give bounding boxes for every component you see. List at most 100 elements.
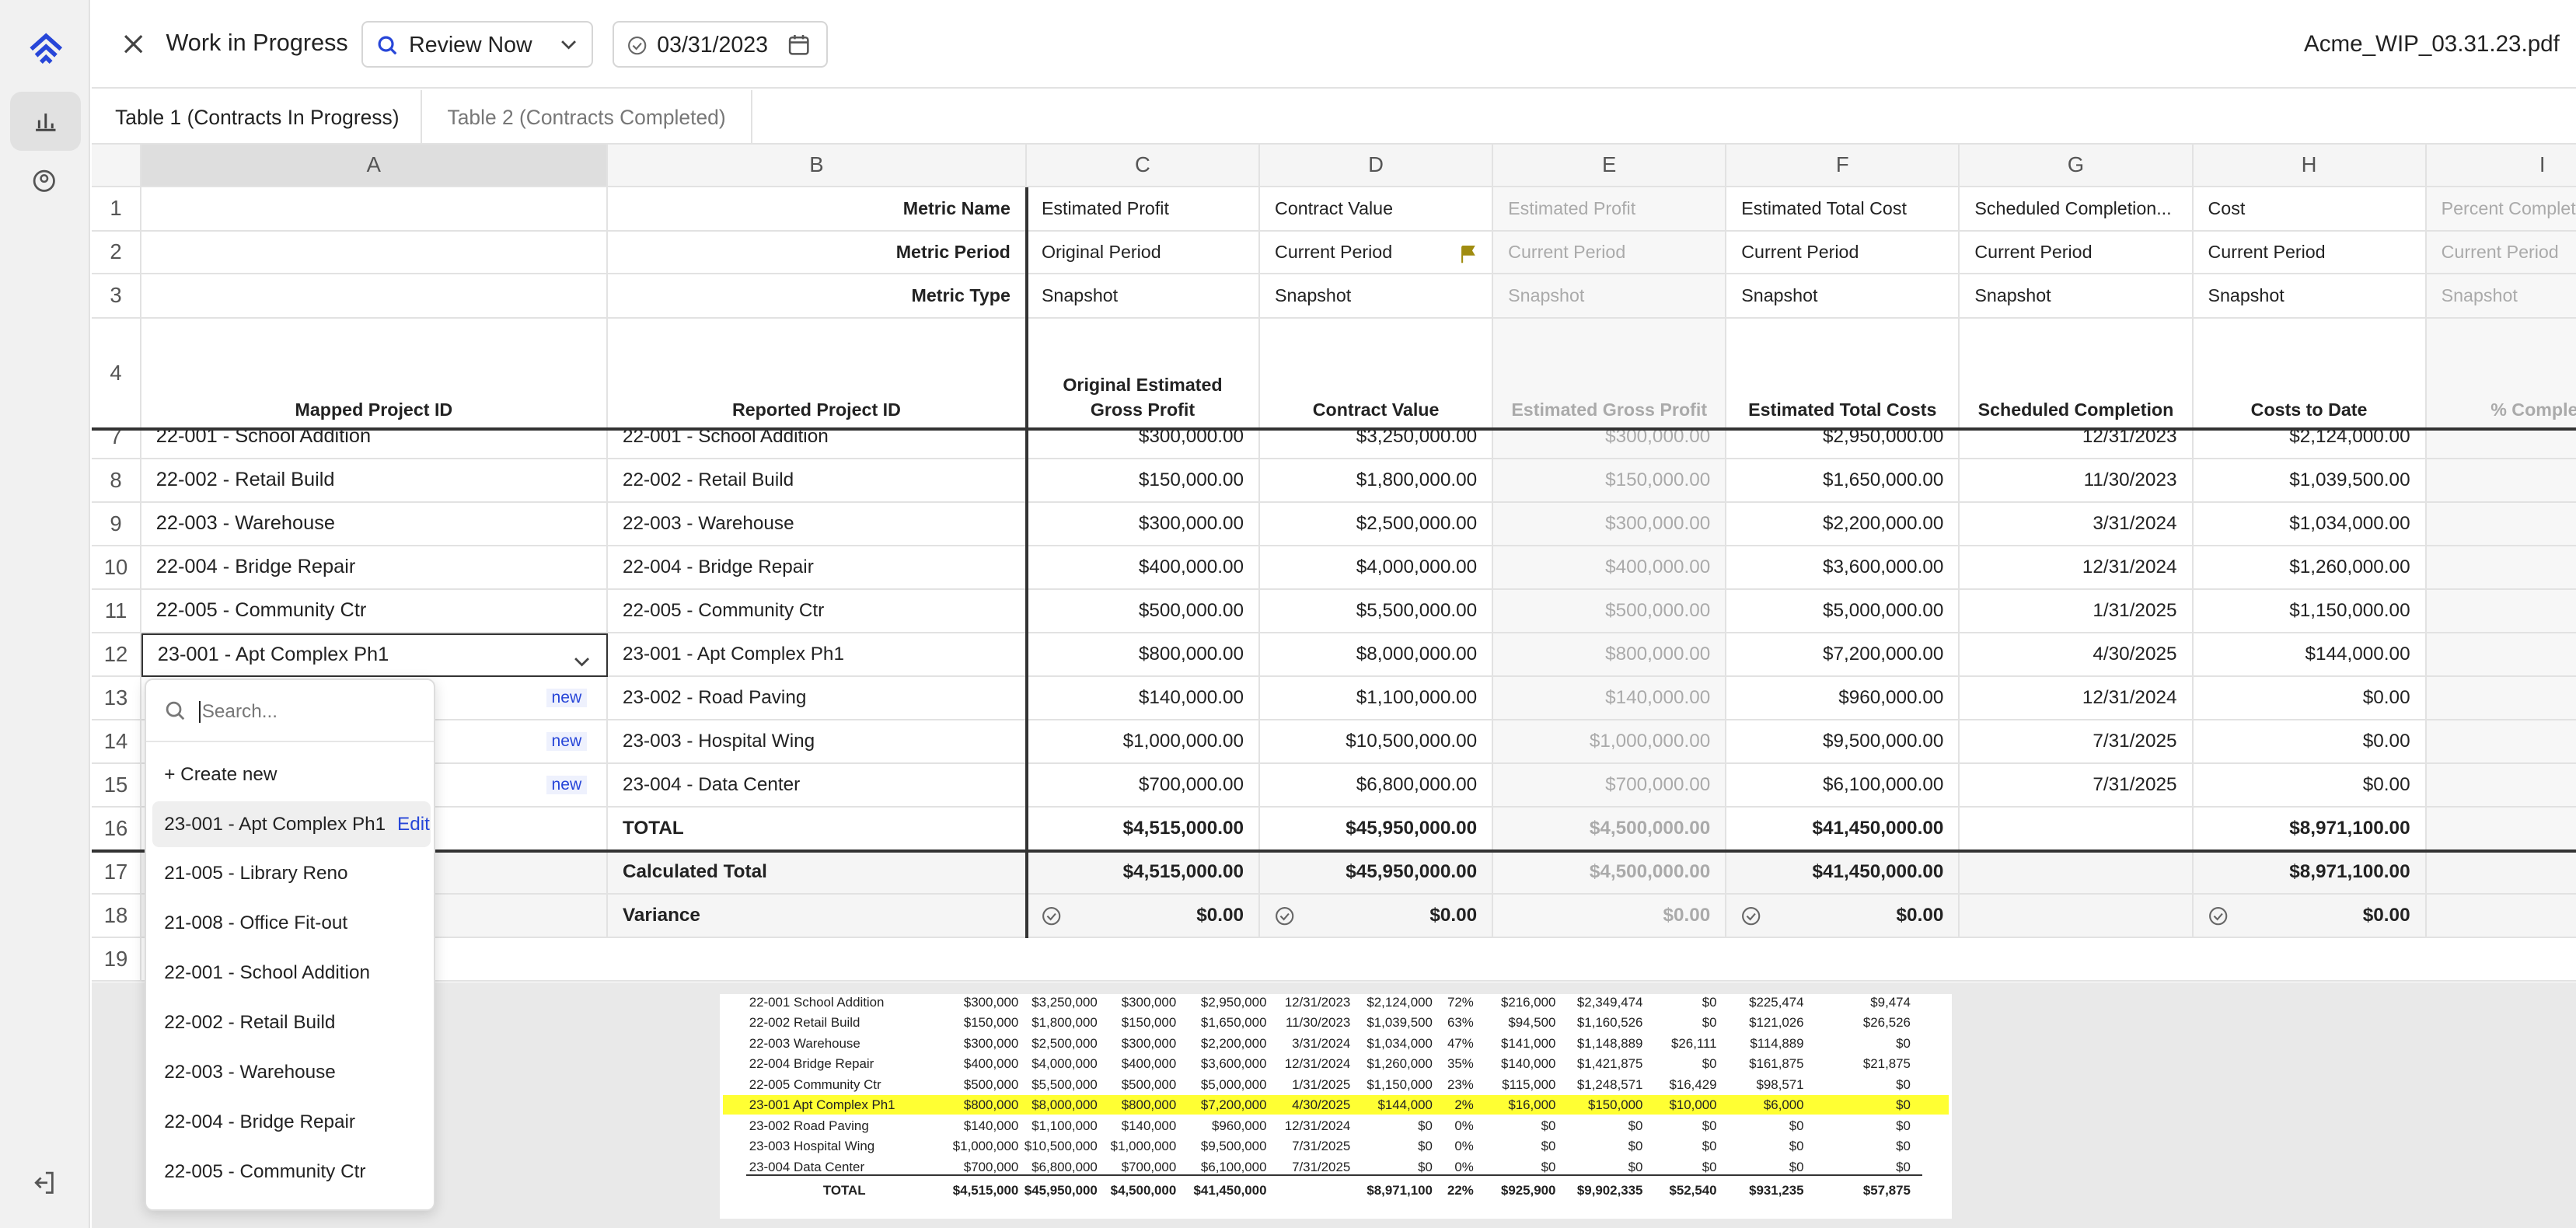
value-cell[interactable]: $0.00 [1726, 894, 1960, 938]
option[interactable]: 22-001 - School Addition [164, 962, 370, 984]
value-cell[interactable]: $1,000,000.00 [1026, 720, 1261, 764]
metric-cell[interactable]: Current Period [1960, 231, 2194, 274]
option[interactable]: 21-008 - Office Fit-out [164, 912, 348, 934]
value-cell[interactable]: $1,039,500.00 [2193, 459, 2427, 503]
nav-profile[interactable] [33, 169, 56, 193]
value-cell[interactable]: $500,000.00 [1493, 589, 1727, 633]
value-cell[interactable]: $8,000,000.00 [1260, 633, 1494, 677]
create-new[interactable]: + Create new [164, 764, 277, 786]
value-cell[interactable]: $7,200,000.00 [1726, 633, 1960, 677]
value-cell[interactable]: $0.00 [2193, 763, 2427, 808]
value-cell[interactable]: $700,000.00 [1493, 763, 1727, 808]
metric-cell[interactable]: Snapshot [1960, 274, 2194, 319]
option[interactable]: 21-005 - Library Reno [164, 863, 348, 884]
selected-option[interactable]: 23-001 - Apt Complex Ph1 Edit [152, 801, 431, 848]
value-cell[interactable]: $0.00 [1026, 894, 1261, 938]
value-cell[interactable]: $6,800,000.00 [1260, 763, 1494, 808]
close-button[interactable] [124, 34, 143, 54]
value-cell[interactable]: $1,034,000.00 [2193, 502, 2427, 546]
value-cell[interactable]: $0.00 [2193, 676, 2427, 720]
value-cell[interactable]: $1,650,000.00 [1726, 459, 1960, 503]
value-cell[interactable]: $1,800,000.00 [1260, 459, 1494, 503]
value-cell[interactable]: 7/31/2025 [1960, 763, 2194, 808]
metric-cell[interactable]: Snapshot [1726, 274, 1960, 319]
value-cell[interactable]: $3,250,000.00 [1260, 428, 1494, 459]
mapped-cell[interactable]: 22-001 - School Addition [141, 428, 608, 459]
mapped-cell[interactable]: 22-002 - Retail Build [141, 459, 608, 503]
value-cell[interactable]: $3,600,000.00 [1726, 546, 1960, 590]
value-cell[interactable]: $41,450,000.00 [1726, 807, 1960, 851]
value-cell[interactable]: 11/30/2023 [1960, 459, 2194, 503]
metric-cell[interactable]: Snapshot [2426, 274, 2576, 319]
value-cell[interactable]: $150,000.00 [1026, 459, 1261, 503]
value-cell[interactable]: $2,500,000.00 [1260, 502, 1494, 546]
value-cell[interactable]: $1,000,000.00 [1493, 720, 1727, 764]
value-cell[interactable]: $150,000.00 [1493, 459, 1727, 503]
value-cell[interactable]: 12/31/2023 [1960, 428, 2194, 459]
mapped-cell[interactable]: 22-005 - Community Ctr [141, 589, 608, 633]
metric-cell[interactable]: Percent Complete [2426, 187, 2576, 232]
value-cell[interactable]: 12/31/2024 [1960, 546, 2194, 590]
value-cell[interactable]: 7/31/2025 [1960, 720, 2194, 764]
date-picker[interactable]: 03/31/2023 [613, 21, 829, 68]
metric-cell[interactable]: Estimated Profit [1026, 187, 1261, 232]
option[interactable]: 22-005 - Community Ctr [164, 1161, 366, 1183]
value-cell[interactable]: 12/31/2024 [1960, 676, 2194, 720]
value-cell[interactable]: $700,000.00 [1026, 763, 1261, 808]
search-box[interactable]: Search... [145, 680, 434, 743]
value-cell[interactable]: $2,950,000.00 [1726, 428, 1960, 459]
value-cell[interactable] [1960, 850, 2194, 895]
metric-cell[interactable]: Original Period [1026, 231, 1261, 274]
metric-cell[interactable]: Current Period [1726, 231, 1960, 274]
value-cell[interactable]: $45,950,000.00 [1260, 807, 1494, 851]
value-cell[interactable]: 1/31/2025 [1960, 589, 2194, 633]
metric-cell[interactable]: Snapshot [1026, 274, 1261, 319]
value-cell[interactable]: $0.00 [2193, 894, 2427, 938]
value-cell[interactable]: $300,000.00 [1026, 502, 1261, 546]
value-cell[interactable]: $4,515,000.00 [1026, 807, 1261, 851]
nav-reports[interactable] [9, 92, 81, 152]
metric-cell[interactable]: Contract Value [1260, 187, 1494, 232]
metric-cell[interactable]: Snapshot [1260, 274, 1494, 319]
metric-cell[interactable]: Snapshot [2193, 274, 2427, 319]
value-cell[interactable]: $6,100,000.00 [1726, 763, 1960, 808]
value-cell[interactable]: $0.00 [2193, 720, 2427, 764]
value-cell[interactable]: $300,000.00 [1493, 428, 1727, 459]
value-cell[interactable]: $45,950,000.00 [1260, 850, 1494, 895]
option[interactable]: 22-004 - Bridge Repair [164, 1111, 356, 1133]
mapped-cell[interactable]: 22-003 - Warehouse [141, 502, 608, 546]
metric-cell[interactable]: Snapshot [1493, 274, 1727, 319]
value-cell[interactable]: $5,000,000.00 [1726, 589, 1960, 633]
edit-link[interactable]: Edit [396, 813, 430, 835]
value-cell[interactable]: $9,500,000.00 [1726, 720, 1960, 764]
tab[interactable]: Table 2 (Contracts Completed) [422, 90, 752, 145]
option[interactable]: 22-003 - Warehouse [164, 1062, 336, 1083]
value-cell[interactable]: $8,971,100.00 [2193, 807, 2427, 851]
metric-cell[interactable]: Estimated Total Cost [1726, 187, 1960, 232]
option[interactable]: 22-002 - Retail Build [164, 1012, 336, 1034]
value-cell[interactable]: $4,515,000.00 [1026, 850, 1261, 895]
value-cell[interactable]: $300,000.00 [1493, 502, 1727, 546]
metric-cell[interactable]: Current Period [2426, 231, 2576, 274]
mapped-cell[interactable]: 22-004 - Bridge Repair [141, 546, 608, 590]
value-cell[interactable]: $8,971,100.00 [2193, 850, 2427, 895]
value-cell[interactable]: $500,000.00 [1026, 589, 1261, 633]
value-cell[interactable]: $140,000.00 [1493, 676, 1727, 720]
value-cell[interactable]: $144,000.00 [2193, 633, 2427, 677]
value-cell[interactable]: $800,000.00 [1493, 633, 1727, 677]
value-cell[interactable]: $2,200,000.00 [1726, 502, 1960, 546]
view-select[interactable]: Review Now [361, 21, 593, 68]
value-cell[interactable]: $1,260,000.00 [2193, 546, 2427, 590]
value-cell[interactable]: $0.00 [1493, 894, 1727, 938]
value-cell[interactable]: $5,500,000.00 [1260, 589, 1494, 633]
value-cell[interactable] [1960, 807, 2194, 851]
nav-logout[interactable] [33, 1171, 56, 1195]
value-cell[interactable]: $4,500,000.00 [1493, 807, 1727, 851]
metric-cell[interactable]: Cost [2193, 187, 2427, 232]
value-cell[interactable]: $960,000.00 [1726, 676, 1960, 720]
metric-cell[interactable]: Scheduled Completion... [1960, 187, 2194, 232]
value-cell[interactable]: 4/30/2025 [1960, 633, 2194, 677]
value-cell[interactable] [1960, 894, 2194, 938]
mapped-cell[interactable]: 23-001 - Apt Complex Ph1 [141, 633, 608, 677]
metric-cell[interactable]: Current Period [1260, 231, 1494, 274]
